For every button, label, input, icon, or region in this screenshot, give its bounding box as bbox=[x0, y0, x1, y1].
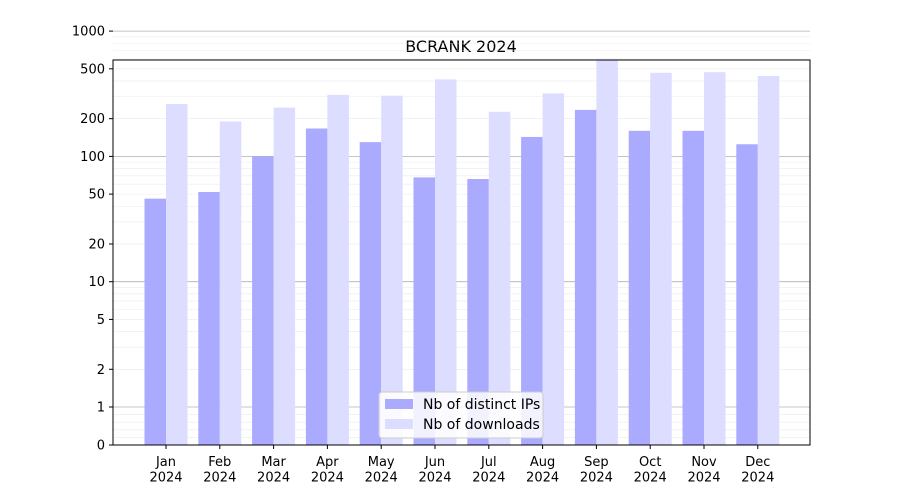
bar-downloads bbox=[488, 111, 511, 445]
y-tick-label: 1000 bbox=[72, 25, 105, 40]
legend-box bbox=[378, 391, 544, 439]
legend-label: Nb of distinct IPs bbox=[423, 397, 540, 413]
bar-downloads bbox=[542, 93, 565, 445]
bar-distinct-ips bbox=[252, 156, 274, 445]
y-tick-label: 0 bbox=[97, 439, 105, 454]
bar-distinct-ips bbox=[521, 136, 543, 445]
bar-distinct-ips bbox=[359, 142, 382, 445]
x-tick-label: Nov 2024 bbox=[687, 455, 720, 486]
bar-distinct-ips bbox=[413, 177, 435, 445]
bar-downloads bbox=[327, 94, 349, 445]
bar-distinct-ips bbox=[467, 179, 489, 445]
bar-distinct-ips bbox=[144, 198, 166, 445]
x-tick-label: Oct 2024 bbox=[634, 455, 667, 486]
y-axis: 0 1 2 5 10 20 50 100 200 500 1000 bbox=[72, 25, 113, 454]
x-tick-label: Aug 2024 bbox=[526, 455, 559, 486]
x-axis: Jan 2024 Feb 2024 Mar 2024 Apr 2024 May 2024 Jun 20… bbox=[149, 445, 774, 486]
bar-distinct-ips bbox=[305, 128, 328, 445]
bar-distinct-ips bbox=[574, 109, 597, 445]
y-tick-label: 5 bbox=[97, 313, 105, 328]
y-tick-label: 10 bbox=[88, 275, 105, 290]
bar-downloads bbox=[219, 121, 242, 446]
x-tick-label: Jan 2024 bbox=[149, 455, 182, 486]
y-tick-label: 100 bbox=[80, 150, 105, 165]
bar-downloads bbox=[596, 59, 618, 445]
y-tick-label: 50 bbox=[88, 188, 105, 203]
y-tick-label: 20 bbox=[88, 237, 105, 252]
bar-downloads bbox=[704, 72, 726, 445]
legend: Nb of distinct IPs Nb of downloads bbox=[378, 391, 544, 439]
bar-distinct-ips bbox=[628, 130, 651, 445]
bar-downloads bbox=[650, 72, 672, 446]
x-tick-label: May 2024 bbox=[365, 455, 398, 486]
x-tick-label: Dec 2024 bbox=[741, 455, 774, 486]
y-tick-label: 1 bbox=[97, 401, 105, 416]
bar-distinct-ips bbox=[198, 191, 220, 445]
bar-downloads bbox=[435, 79, 457, 445]
y-tick-label: 2 bbox=[97, 363, 105, 378]
x-tick-label: Jun 2024 bbox=[418, 455, 451, 486]
y-tick-label: 500 bbox=[80, 62, 105, 77]
bar-downloads bbox=[381, 95, 403, 446]
chart-title: BCRANK 2024 bbox=[405, 37, 517, 56]
x-tick-label: Sep 2024 bbox=[580, 455, 613, 486]
bar-distinct-ips bbox=[736, 144, 758, 445]
bar-downloads bbox=[273, 107, 296, 446]
legend-swatch bbox=[385, 419, 413, 429]
plot-frame bbox=[112, 59, 811, 446]
legend-swatch bbox=[385, 399, 413, 409]
bars bbox=[144, 59, 780, 446]
x-tick-label: Feb 2024 bbox=[203, 455, 236, 486]
x-tick-label: Jul 2024 bbox=[472, 455, 505, 486]
x-tick-label: Apr 2024 bbox=[311, 455, 344, 486]
y-tick-label: 200 bbox=[80, 112, 105, 127]
bar-downloads bbox=[757, 76, 780, 446]
legend-label: Nb of downloads bbox=[423, 417, 540, 433]
bar-distinct-ips bbox=[682, 130, 704, 445]
x-tick-label: Mar 2024 bbox=[257, 455, 290, 486]
bar-downloads bbox=[166, 103, 188, 445]
